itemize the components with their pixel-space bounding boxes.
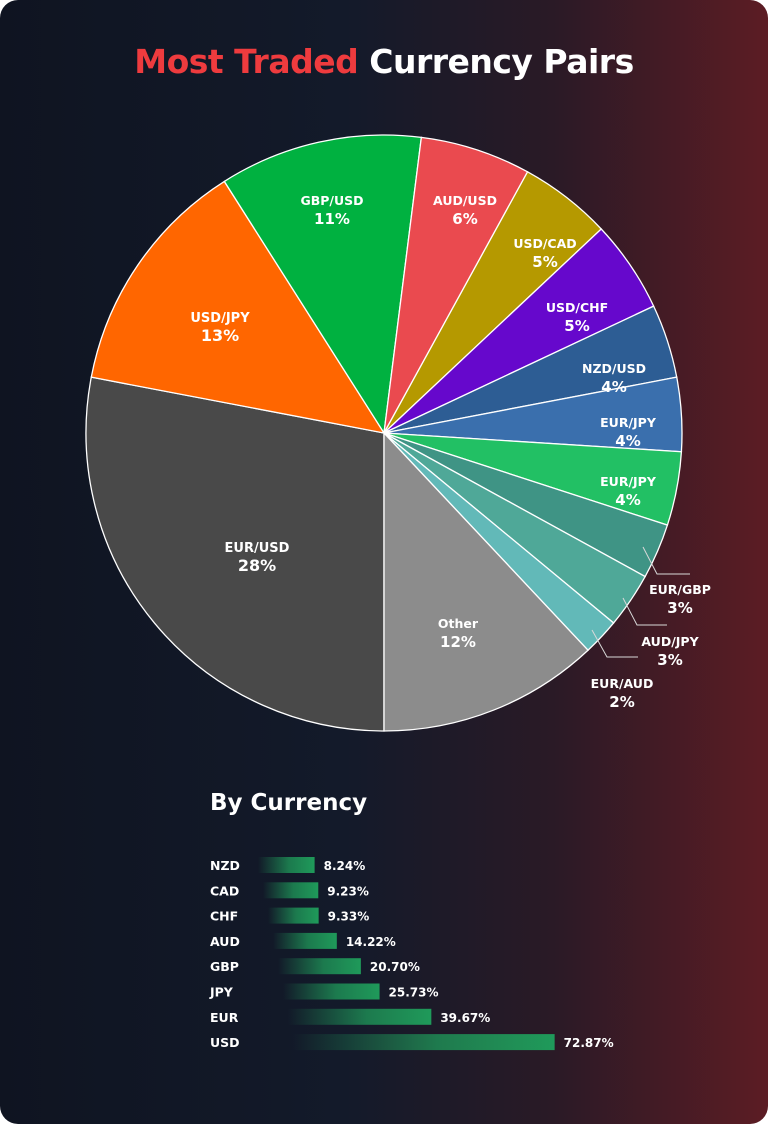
slice-label: EUR/AUD: [591, 676, 654, 691]
slice-value: 3%: [667, 599, 692, 617]
bar-category-label: NZD: [210, 858, 240, 873]
pie-slice-gbp-usd: [223, 134, 423, 435]
slice-label: EUR/JPY: [600, 474, 657, 489]
slice-value: 4%: [615, 432, 640, 450]
slice-value: 13%: [201, 326, 239, 345]
bar-value-label: 20.70%: [370, 960, 420, 974]
slice-value: 5%: [564, 317, 589, 335]
slice-label: EUR/GBP: [649, 582, 711, 597]
leader-line: [642, 546, 690, 575]
slice-value: 12%: [440, 633, 476, 651]
slice-value: 4%: [615, 491, 640, 509]
slice-label: GBP/USD: [300, 193, 363, 208]
bar-value-label: 25.73%: [389, 986, 439, 1000]
bar-category-label: CHF: [210, 909, 238, 924]
slice-value: 28%: [238, 556, 276, 575]
bar-chart-title: By Currency: [210, 790, 368, 816]
bar-value-label: 8.24%: [324, 859, 366, 873]
bar-category-label: EUR: [210, 1010, 239, 1025]
slice-label: AUD/USD: [433, 193, 497, 208]
slice-value: 6%: [452, 210, 477, 228]
bar-value-label: 72.87%: [564, 1036, 614, 1050]
bar-chf: [268, 907, 319, 924]
title-rest: Currency Pairs: [369, 42, 634, 81]
slice-label: USD/JPY: [190, 311, 250, 326]
bar-category-label: CAD: [210, 883, 239, 898]
title-highlight: Most Traded: [134, 42, 359, 81]
leader-line: [622, 597, 667, 626]
slice-label: USD/CAD: [513, 236, 576, 251]
slice-value: 4%: [601, 378, 626, 396]
slice-value: 11%: [314, 210, 350, 228]
pie-slice-eur-usd: [85, 376, 385, 732]
bar-category-label: JPY: [209, 985, 234, 1000]
slice-label: NZD/USD: [582, 361, 646, 376]
bar-category-label: AUD: [210, 934, 240, 949]
bar-value-label: 9.33%: [328, 910, 370, 924]
bar-value-label: 9.23%: [327, 884, 369, 898]
slice-label: EUR/JPY: [600, 415, 657, 430]
slice-label: USD/CHF: [546, 300, 608, 315]
slice-label: Other: [438, 616, 479, 631]
bar-cad: [263, 882, 319, 899]
pie-slice-usd-jpy: [90, 180, 386, 434]
bar-category-label: GBP: [210, 959, 239, 974]
slice-value: 2%: [609, 693, 634, 711]
slice-value: 3%: [657, 651, 682, 669]
bar-value-label: 14.22%: [346, 935, 396, 949]
bar-value-label: 39.67%: [440, 1011, 490, 1025]
bar-gbp: [278, 958, 361, 975]
bar-jpy: [283, 983, 380, 1000]
bar-aud: [273, 932, 337, 949]
slice-label: AUD/JPY: [641, 634, 699, 649]
bar-category-label: USD: [210, 1035, 240, 1050]
slice-label: EUR/USD: [225, 541, 290, 556]
bar-usd: [293, 1034, 555, 1051]
page-title: Most Traded Currency Pairs: [0, 42, 768, 81]
bar-nzd: [258, 857, 315, 873]
leader-line: [591, 629, 638, 658]
pie-slice-other: [383, 431, 589, 732]
bar-eur: [288, 1008, 432, 1025]
slice-value: 5%: [532, 253, 557, 271]
